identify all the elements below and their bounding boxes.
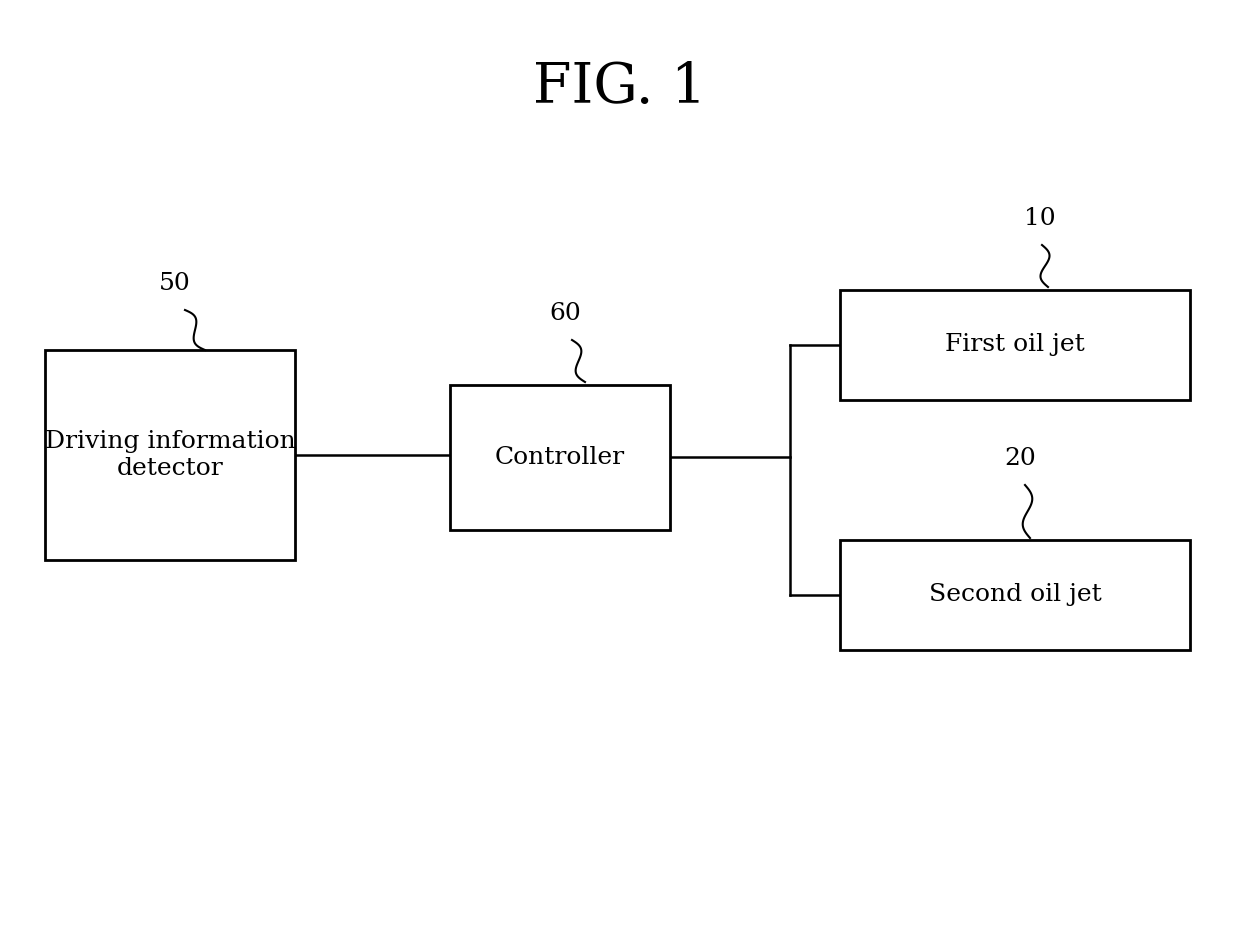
- Text: 10: 10: [1024, 207, 1055, 230]
- Text: FIG. 1: FIG. 1: [533, 60, 707, 114]
- Text: Driving information
detector: Driving information detector: [45, 431, 295, 480]
- Text: 50: 50: [159, 272, 191, 295]
- Bar: [45, 350, 295, 560]
- Bar: [450, 385, 670, 530]
- Bar: [839, 540, 1190, 650]
- Text: 20: 20: [1004, 447, 1035, 470]
- Bar: [839, 290, 1190, 400]
- Text: 60: 60: [549, 302, 580, 325]
- Text: Controller: Controller: [495, 446, 625, 469]
- Text: Second oil jet: Second oil jet: [929, 583, 1101, 606]
- Text: First oil jet: First oil jet: [945, 334, 1085, 356]
